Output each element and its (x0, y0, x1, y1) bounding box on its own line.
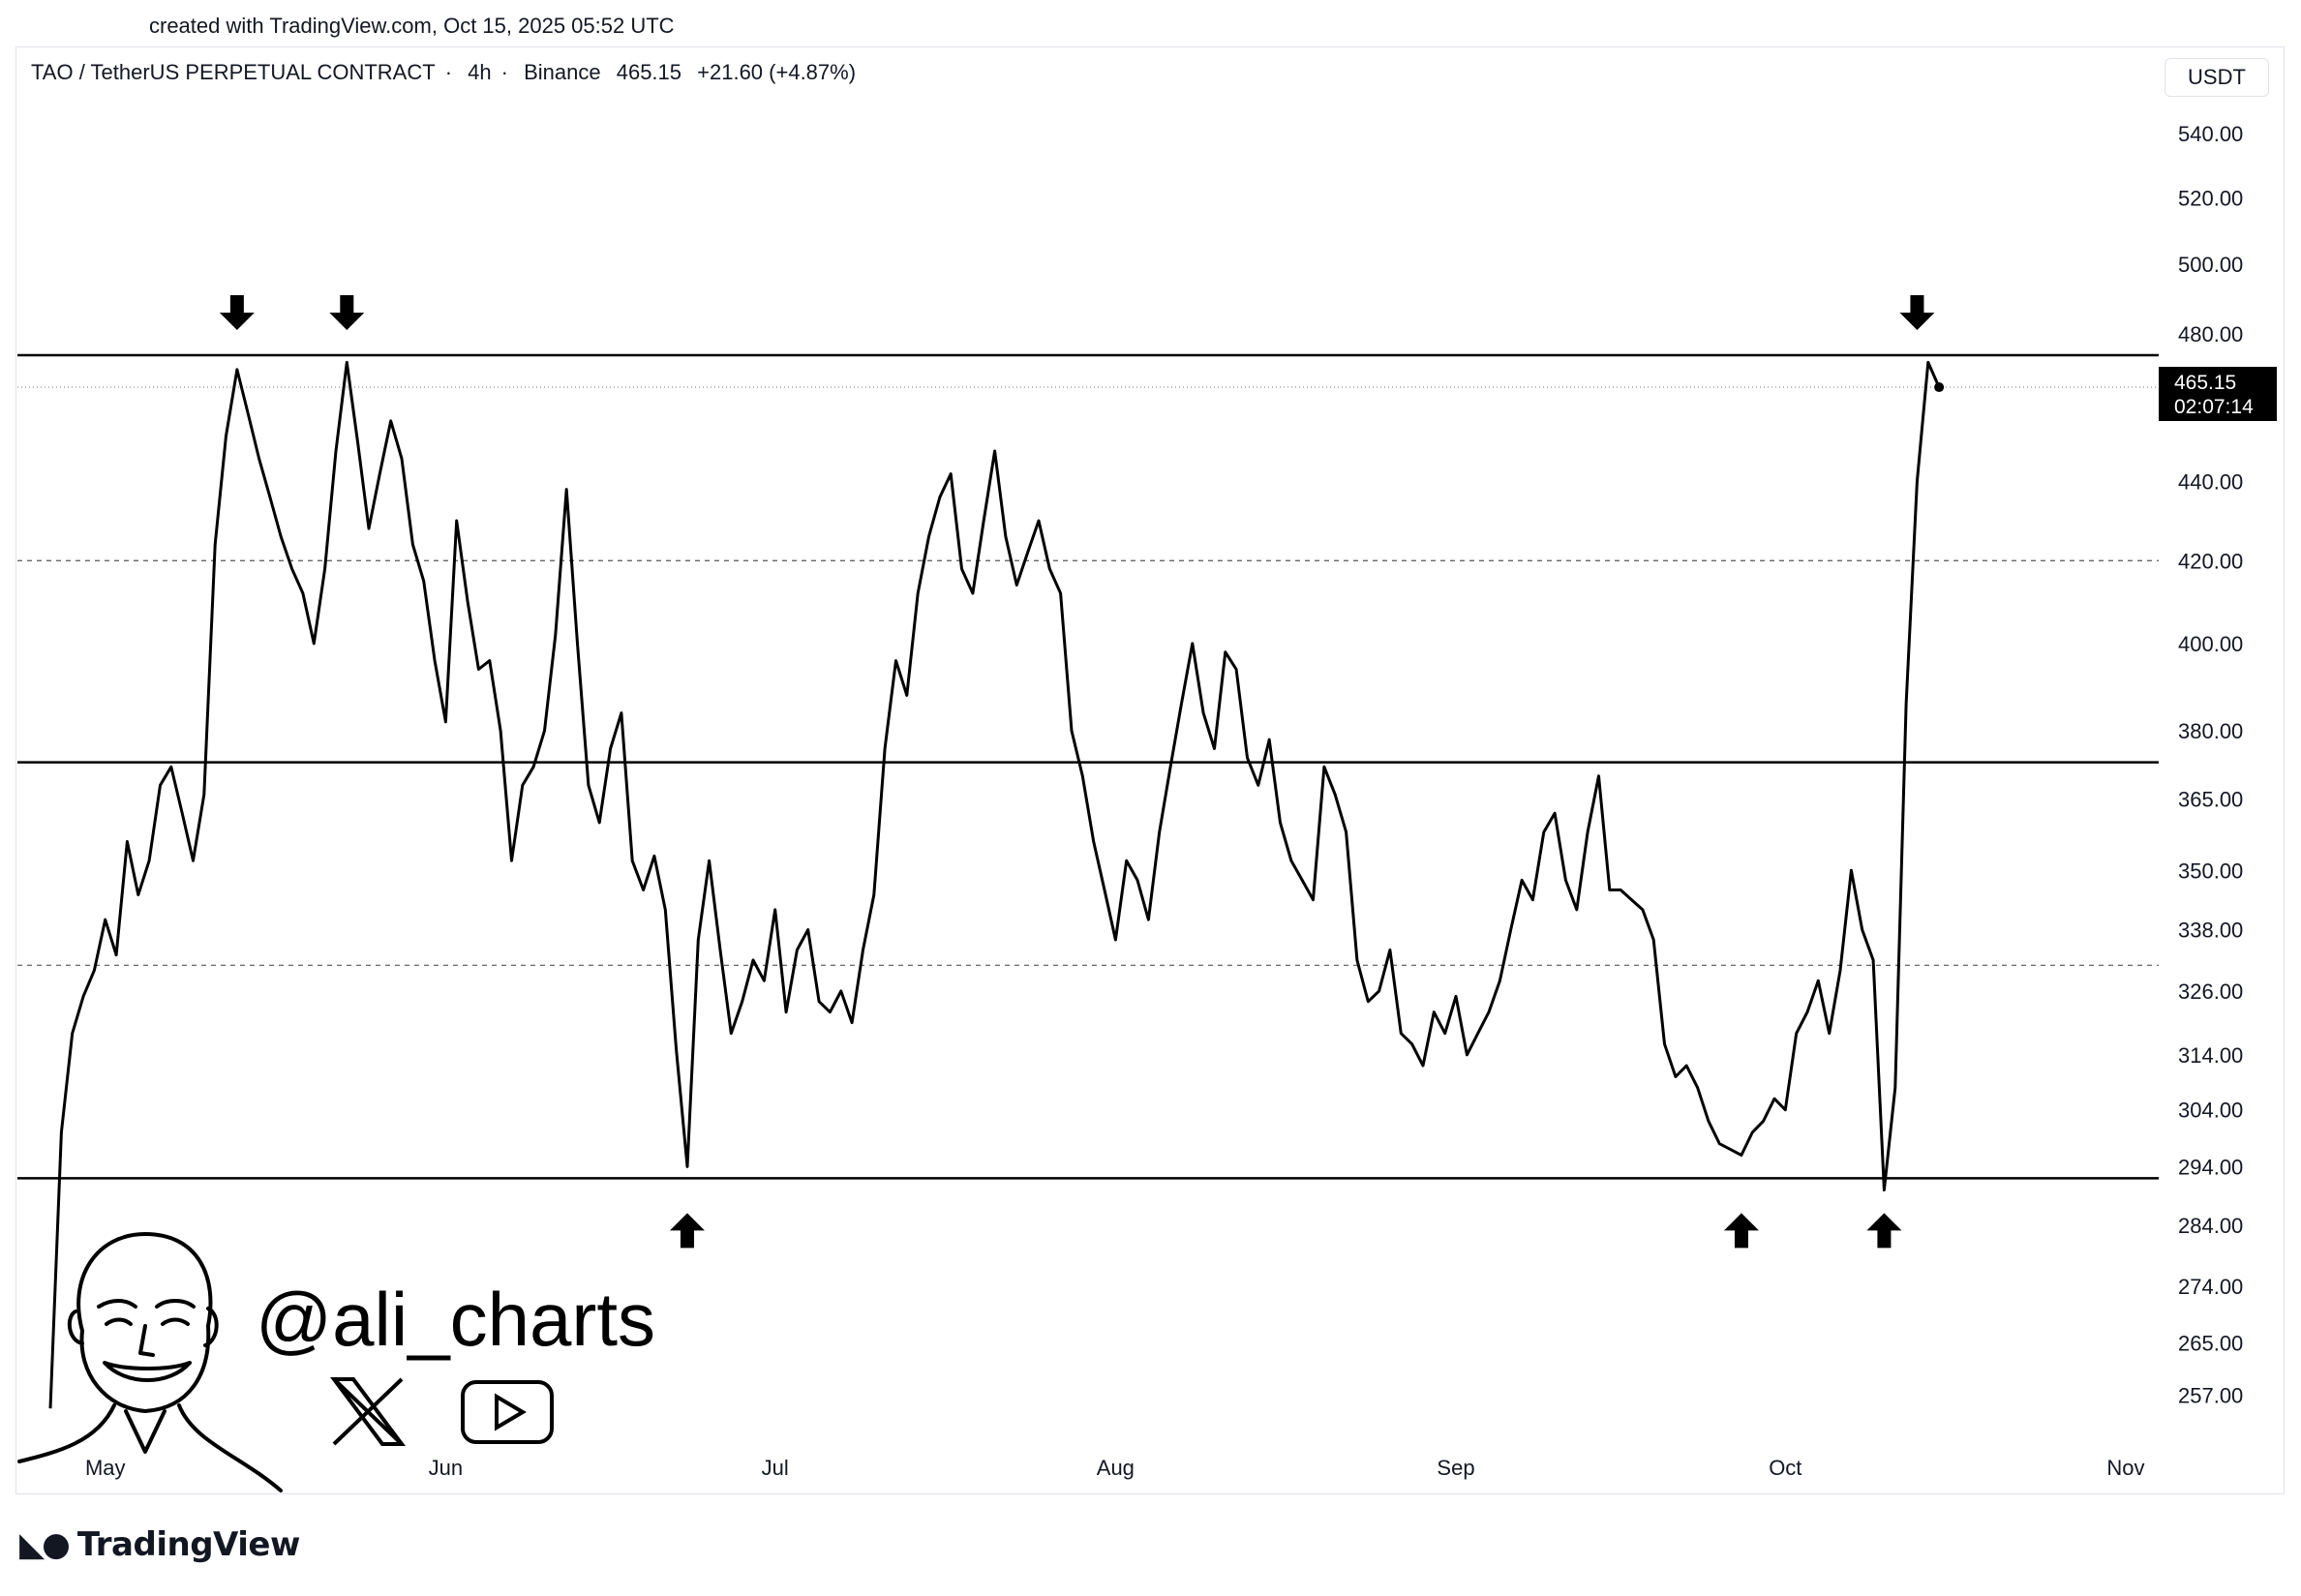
x-tick-label: Aug (1097, 1456, 1135, 1480)
avatar-caricature (17, 1232, 283, 1492)
x-tick-label: Oct (1769, 1456, 1801, 1480)
horizontal-levels (17, 353, 2159, 1180)
interval-label[interactable]: 4h (468, 60, 492, 84)
tradingview-wordmark: TradingView (76, 1525, 301, 1564)
avatar-ear-right (203, 1307, 219, 1347)
arrow-down-icon (329, 294, 365, 330)
y-tick-label: 520.00 (2178, 186, 2243, 210)
annotation-arrows (219, 294, 1945, 1249)
x-tick-label: Jun (429, 1456, 463, 1480)
time-axis[interactable]: May Jun Jul Aug Sep Oct Nov (85, 1456, 2145, 1480)
y-tick-label: 420.00 (2178, 549, 2243, 573)
last-price-dot (1934, 382, 1945, 393)
y-tick-label: 274.00 (2178, 1275, 2243, 1299)
tradingview-logo[interactable]: ◣● TradingView (19, 1525, 300, 1564)
avatar-head (76, 1232, 213, 1333)
avatar-face (79, 1324, 211, 1413)
header-separator: · (444, 60, 453, 84)
price-axis[interactable]: 540.00 520.00 500.00 480.00 440.00 420.00 400.… (2178, 122, 2243, 1407)
avatar-smile (103, 1361, 192, 1382)
avatar-ear-left (67, 1310, 84, 1345)
y-tick-label: 540.00 (2178, 122, 2243, 146)
y-tick-label: 265.00 (2178, 1332, 2243, 1356)
author-handle: @ali_charts (256, 1277, 656, 1362)
tradingview-mark-icon: ◣● (19, 1525, 71, 1564)
y-tick-label: 326.00 (2178, 979, 2243, 1004)
arrow-up-icon (1866, 1213, 1902, 1249)
x-logo-icon[interactable] (330, 1377, 406, 1446)
price-series-line (48, 360, 1941, 1409)
last-price: 465.15 (616, 60, 682, 84)
youtube-icon[interactable] (461, 1380, 554, 1444)
chart-frame (15, 46, 2285, 1494)
symbol-header: TAO / TetherUS PERPETUAL CONTRACT · 4h · B… (31, 60, 865, 85)
exchange-label: Binance (524, 60, 601, 84)
y-tick-label: 338.00 (2178, 918, 2243, 943)
price-tag-bg (2159, 367, 2277, 421)
arrow-down-icon (219, 294, 255, 330)
y-tick-label: 440.00 (2178, 470, 2243, 495)
y-tick-label: 304.00 (2178, 1099, 2243, 1123)
avatar-collar (124, 1409, 167, 1454)
y-tick-label: 257.00 (2178, 1384, 2243, 1408)
y-tick-label: 365.00 (2178, 788, 2243, 812)
x-tick-label: May (85, 1456, 126, 1480)
avatar-brows (97, 1299, 196, 1309)
symbol-name[interactable]: TAO / TetherUS PERPETUAL CONTRACT (31, 60, 436, 84)
y-tick-label: 294.00 (2178, 1155, 2243, 1179)
avatar-shoulders (17, 1403, 283, 1492)
x-tick-label: Sep (1437, 1456, 1474, 1480)
y-tick-label: 350.00 (2178, 858, 2243, 883)
arrow-down-icon (1899, 294, 1935, 330)
y-tick-label: 500.00 (2178, 253, 2243, 277)
arrow-up-icon (1723, 1213, 1759, 1249)
avatar-eyes (105, 1317, 190, 1326)
price-change: +21.60 (+4.87%) (697, 60, 857, 84)
y-tick-label: 314.00 (2178, 1043, 2243, 1068)
header-separator: · (500, 60, 508, 84)
price-tag-value: 465.15 (2174, 372, 2236, 394)
currency-button[interactable]: USDT (2165, 58, 2269, 97)
x-tick-label: Nov (2106, 1456, 2144, 1480)
arrow-up-icon (669, 1213, 705, 1249)
price-tag-countdown: 02:07:14 (2174, 396, 2254, 418)
avatar-nose (138, 1324, 155, 1357)
x-tick-label: Jul (762, 1456, 789, 1480)
y-tick-label: 480.00 (2178, 322, 2243, 346)
last-price-tag: 465.15 02:07:14 (2159, 367, 2277, 421)
tradingview-created-watermark: created with TradingView.com, Oct 15, 20… (149, 14, 675, 38)
y-tick-label: 284.00 (2178, 1214, 2243, 1238)
y-tick-label: 380.00 (2178, 719, 2243, 743)
y-tick-label: 400.00 (2178, 632, 2243, 656)
